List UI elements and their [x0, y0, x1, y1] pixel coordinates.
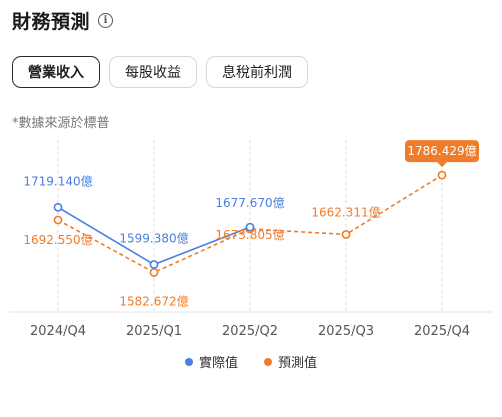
page-title: 財務預測 [12, 10, 91, 33]
actual-data-label: 1677.670億 [215, 196, 284, 210]
x-tick-label: 2025/Q1 [126, 324, 182, 339]
forecast-point [53, 215, 63, 225]
x-tick-label: 2025/Q4 [414, 324, 470, 339]
forecast-data-label: 1673.805億 [215, 228, 284, 242]
legend-actual-label: 實際值 [198, 356, 238, 371]
forecast-point [149, 268, 159, 277]
forecast-callout-pointer [437, 162, 447, 168]
forecast-data-label: 1662.311億 [311, 205, 380, 219]
legend-forecast[interactable]: 預測值 [264, 352, 317, 371]
x-tick-label: 2025/Q3 [318, 324, 374, 339]
actual-point [149, 260, 159, 269]
tab-revenue[interactable]: 營業收入 [12, 56, 100, 88]
legend-forecast-swatch [264, 357, 272, 366]
page-header: 財務預測 i [12, 6, 114, 34]
forecast-data-label: 1582.672億 [119, 295, 188, 309]
actual-data-label: 1719.140億 [23, 174, 92, 188]
forecast-point [437, 170, 447, 180]
tab-eps[interactable]: 每股收益 [109, 56, 197, 88]
forecast-point [341, 230, 351, 239]
forecast-callout-box [405, 140, 479, 163]
source-note: *數據來源於標普 [12, 116, 110, 131]
legend-actual[interactable]: 實際值 [184, 352, 238, 371]
forecast-series-line [57, 174, 443, 274]
actual-point [245, 222, 255, 232]
forecast-data-label: 1786.429億 [407, 144, 476, 158]
x-tick-label: 2024/Q4 [30, 324, 86, 339]
legend-forecast-label: 預測值 [278, 356, 318, 371]
metric-tabs: 營業收入 每股收益 息稅前利潤 [12, 56, 308, 88]
legend-actual-swatch [184, 357, 193, 366]
chart-legend: 實際值 預測值 [0, 352, 502, 371]
x-tick-label: 2025/Q2 [222, 324, 278, 339]
actual-point [53, 202, 63, 212]
actual-data-label: 1599.380億 [119, 232, 188, 246]
forecast-data-label: 1692.550億 [23, 233, 92, 247]
info-icon[interactable]: i [98, 12, 114, 28]
tab-ebit[interactable]: 息稅前利潤 [206, 56, 308, 88]
